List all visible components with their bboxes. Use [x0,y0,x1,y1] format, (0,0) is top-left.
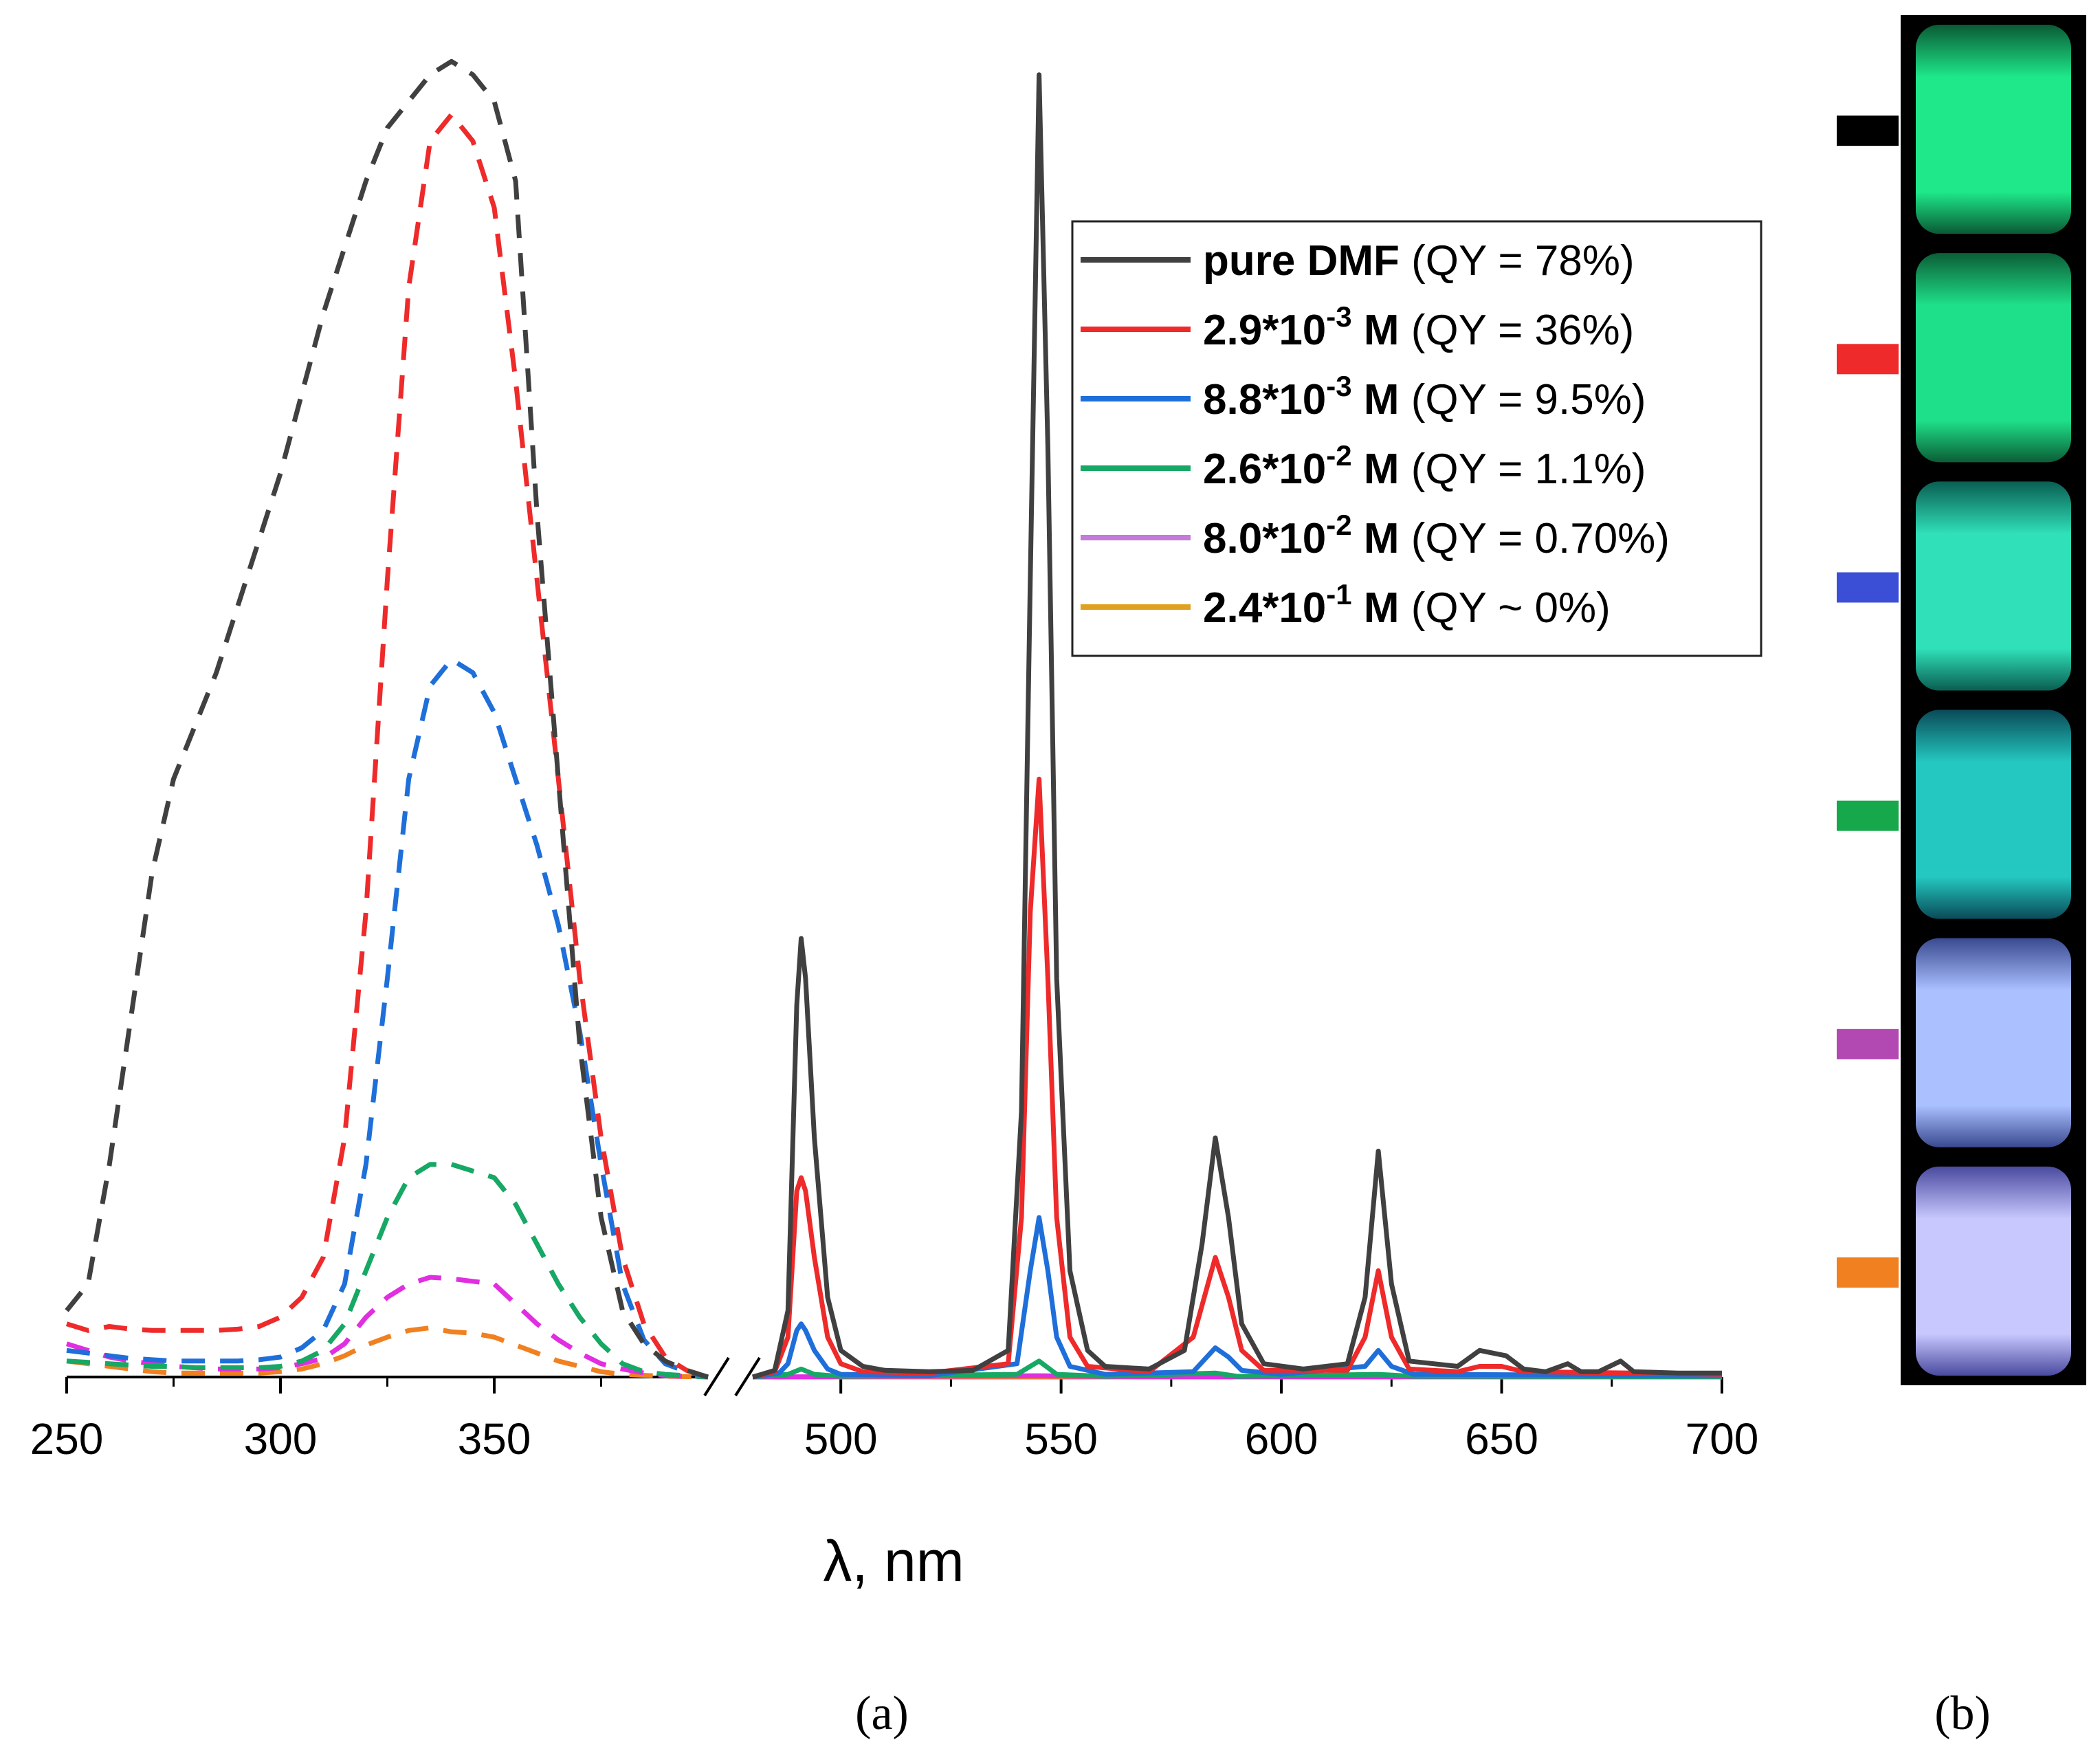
panel-label-b: (b) [1934,1687,1991,1740]
vial-photo-panel [1837,15,2086,1385]
vial-color-key [1837,1028,1899,1059]
x-tick-label: 500 [804,1414,878,1464]
x-tick-label: 550 [1024,1414,1098,1464]
vial [1916,709,2071,919]
excitation-line [66,1325,709,1380]
vial [1916,481,2071,691]
legend: pure DMF (QY = 78%) 2.9*10-3 M (QY = 36%)… [1071,220,1762,657]
legend-box [1071,220,1762,657]
vial-color-key [1837,572,1899,603]
x-axis: 250 300 350 500 550 600 650 700 [30,1356,1759,1464]
legend-entry: 8.8*10-3 M (QY = 9.5%) [1203,370,1646,423]
x-tick-label: 300 [244,1414,318,1464]
vial [1916,253,2071,463]
x-tick-label: 650 [1465,1414,1538,1464]
vial [1916,25,2071,234]
vial-color-key [1837,115,1899,146]
excitation-line [65,58,709,1380]
legend-entry: pure DMF (QY = 78%) [1203,237,1635,285]
x-tick-label: 600 [1245,1414,1318,1464]
emission-line [752,1358,1723,1380]
excitation-line [65,112,709,1380]
vial-photo-background [1901,15,2086,1385]
plot-area [65,58,1723,1380]
axis-break-mark [703,1356,730,1397]
legend-entry: 2.6*10-2 M (QY = 1.1%) [1203,439,1646,493]
legend-entry: 2.4*10-1 M (QY ~ 0%) [1203,578,1611,632]
emission-line [752,776,1723,1380]
emission-line [751,72,1722,1380]
x-tick-label: 700 [1685,1414,1759,1464]
vial [1916,938,2071,1147]
legend-entry: 8.0*10-2 M (QY = 0.70%) [1203,509,1670,562]
vial-color-key [1837,1257,1899,1288]
vial [1916,1166,2071,1376]
vial-color-key [1837,800,1899,831]
x-axis-title: λ, nm [823,1529,964,1594]
legend-entry: 2.9*10-3 M (QY = 36%) [1203,300,1634,354]
x-tick-label: 250 [30,1414,104,1464]
x-tick-label: 350 [458,1414,531,1464]
excitation-line [66,657,709,1380]
vial-color-key [1837,344,1899,375]
excitation-line [66,1162,709,1380]
axis-break-mark [734,1356,761,1397]
panel-label-a: (a) [855,1687,909,1740]
